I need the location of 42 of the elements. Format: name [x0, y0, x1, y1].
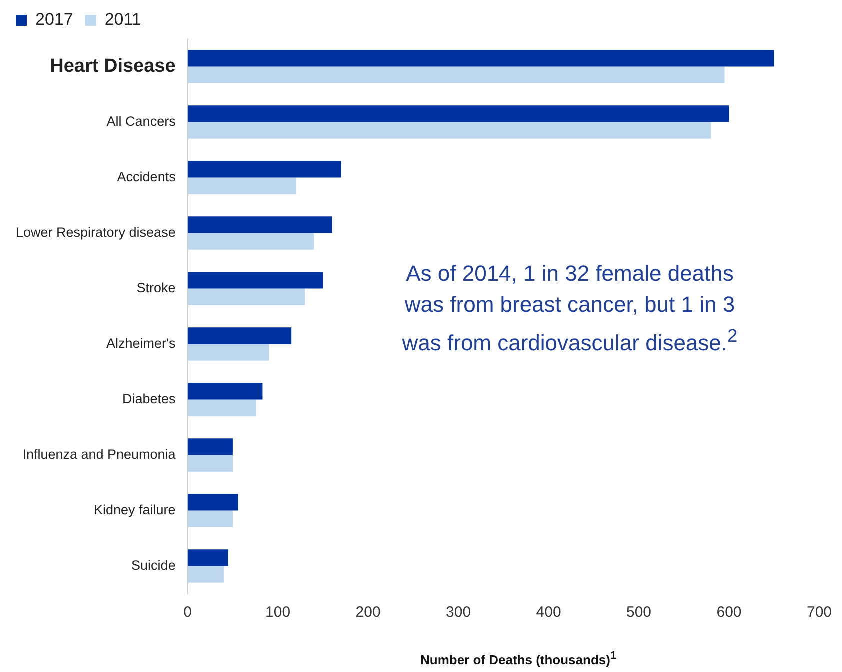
y-tick-label: Influenza and Pneumonia [22, 446, 176, 462]
bar [188, 122, 712, 139]
bar [188, 494, 238, 511]
legend-label: 2017 [36, 10, 74, 30]
legend-label: 2011 [104, 10, 142, 30]
bar [188, 216, 332, 234]
bar [188, 328, 292, 344]
x-tick-label: 200 [356, 604, 381, 622]
bar [188, 233, 314, 250]
bar [188, 272, 324, 289]
bar [188, 161, 342, 178]
y-tick-label: All Cancers [106, 114, 176, 129]
y-tick-label: Diabetes [122, 391, 176, 406]
x-axis-title: Number of Deaths (thousands)$^{1}$ [420, 650, 618, 668]
y-tick-label: Suicide [132, 558, 176, 573]
bar [188, 383, 263, 400]
x-tick-label: 100 [266, 604, 291, 622]
x-tick-label: 400 [536, 604, 562, 622]
annotation: As of 2014, 1 in 32 female deaths was from breast cancer, but 1 in 3 was from cardiovascular disease.$^{2}$ [401, 260, 739, 358]
x-tick-label: 600 [716, 604, 742, 622]
bar [188, 510, 233, 528]
y-tick-label: Lower Respiratory disease [16, 224, 176, 240]
bar [188, 344, 270, 361]
x-tick-label: 0 [184, 604, 192, 622]
bar [188, 50, 774, 67]
x-tick-label: 500 [626, 604, 652, 622]
bar [188, 66, 725, 84]
bar [188, 106, 730, 122]
bar [188, 438, 233, 456]
y-tick-label: Accidents [117, 169, 176, 184]
bar [188, 550, 228, 566]
x-tick-label: 700 [806, 604, 832, 622]
bar [188, 178, 296, 194]
y-tick-label: Alzheimer's [106, 336, 176, 351]
y-tick-label: Kidney failure [94, 502, 176, 518]
x-tick-label: 300 [446, 604, 472, 622]
bar [188, 455, 233, 472]
bar [188, 566, 224, 583]
bar [188, 400, 256, 416]
bar [188, 288, 306, 306]
y-tick-label: Stroke [136, 280, 176, 296]
y-tick-label: Heart Disease [50, 56, 176, 77]
